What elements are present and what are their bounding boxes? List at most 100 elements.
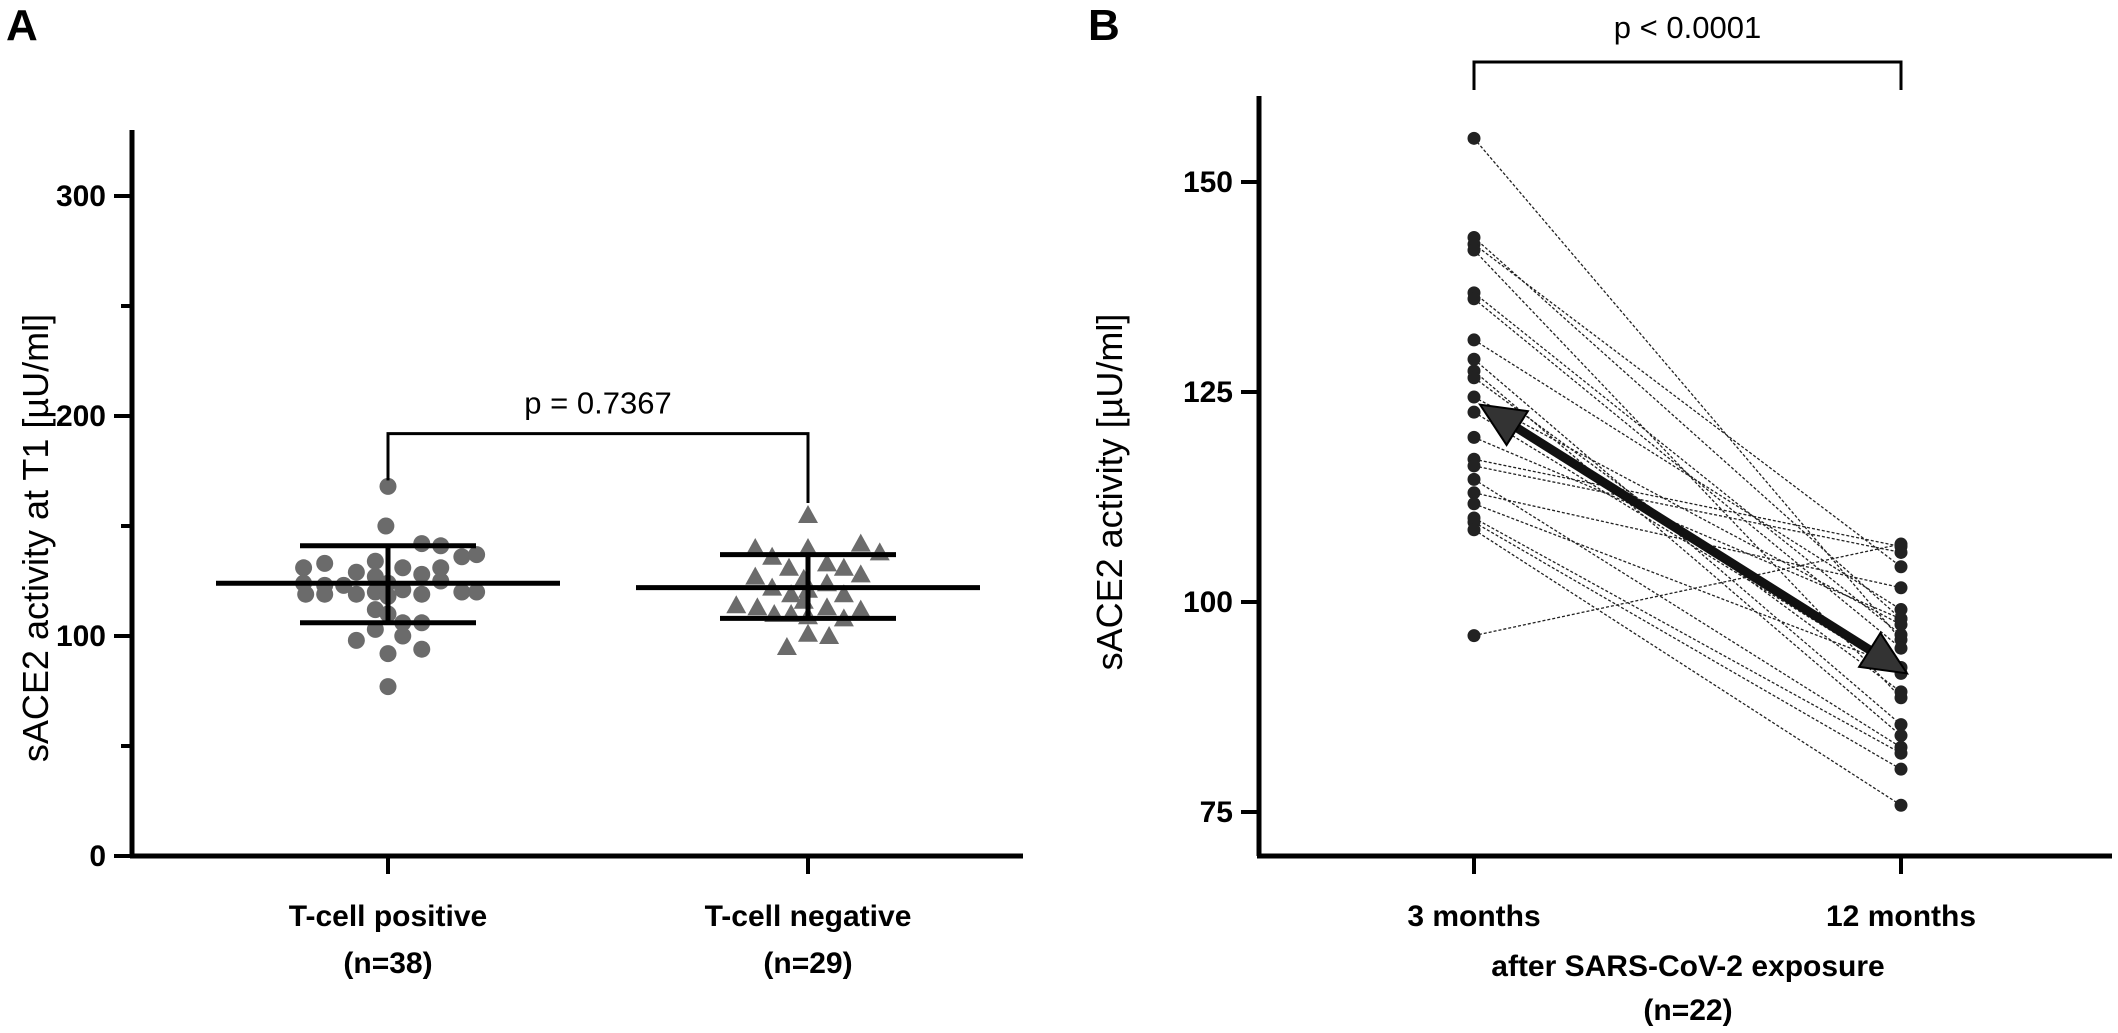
y-tick-label: 300 [56, 180, 106, 213]
pair-line [1473, 137, 1902, 641]
panel-a-axes: 0 100 200 300 T-cell positive (n=38) T-cell ne… [56, 130, 1023, 980]
significance-label: p < 0.0001 [1614, 10, 1761, 45]
x-category-label: T-cell negative [705, 900, 912, 933]
y-tick-label: 0 [89, 840, 106, 873]
data-point-12-months [1894, 746, 1908, 760]
y-tick-label: 150 [1183, 166, 1233, 199]
trend-arrow-head-end [1857, 631, 1910, 675]
data-point-3-months [1467, 243, 1481, 257]
data-point-circle [347, 631, 365, 649]
pair-line [1473, 370, 1902, 737]
y-tick-label: 200 [56, 400, 106, 433]
pair-line [1473, 436, 1902, 620]
panel-b: B 75 100 125 150 3 months 12 months p < 0.000… [1088, 1, 2112, 1027]
panel-b-data: p < 0.0001 [1467, 10, 1910, 812]
data-point-triangle [745, 538, 766, 556]
data-point-triangle [798, 505, 818, 523]
data-point-circle [316, 554, 334, 572]
data-point-12-months [1894, 729, 1908, 743]
data-point-3-months [1467, 472, 1481, 486]
data-point-triangle [850, 564, 871, 583]
panel-letter-b: B [1088, 1, 1120, 50]
significance-bracket [386, 432, 810, 503]
data-point-triangle [850, 533, 871, 552]
panel-a: A 0 100 200 300 T-cell positive (n=38) T-cell … [6, 1, 1023, 980]
pair-line [1473, 543, 1902, 637]
pair-line [1473, 492, 1902, 589]
pair-line [1473, 503, 1902, 669]
y-tick-label: 125 [1183, 376, 1233, 409]
panel-a-data: p = 0.7367 [216, 386, 980, 696]
pair-line [1473, 358, 1902, 726]
data-point-triangle [781, 584, 802, 603]
data-point-12-months [1894, 685, 1908, 699]
data-point-circle [347, 585, 365, 603]
data-point-circle [379, 678, 397, 696]
data-point-triangle [747, 597, 768, 616]
pair-line [1473, 396, 1902, 626]
data-point-circle [453, 583, 471, 601]
data-point-3-months [1467, 333, 1481, 347]
data-point-circle [394, 627, 412, 645]
data-point-12-months [1894, 581, 1908, 595]
data-point-3-months [1467, 523, 1481, 537]
data-point-circle [379, 645, 397, 663]
data-point-circle [432, 559, 450, 577]
data-point-triangle [793, 568, 814, 587]
data-point-3-months [1467, 405, 1481, 419]
x-category-n: (n=29) [763, 947, 852, 980]
x-category-label: T-cell positive [289, 900, 487, 933]
data-point-circle [379, 477, 397, 495]
panel-a-y-axis-title: sACE2 activity at T1 [µU/ml] [15, 314, 56, 762]
data-point-circle [295, 559, 313, 577]
panel-b-axes: 75 100 125 150 3 months 12 months [1183, 96, 2112, 933]
data-point-circle [377, 517, 395, 535]
pair-line [1473, 298, 1902, 649]
y-tick-label: 100 [1183, 586, 1233, 619]
y-tick-label: 100 [56, 620, 106, 653]
data-point-circle [413, 565, 431, 583]
significance-bracket [1472, 60, 1903, 90]
data-point-triangle [745, 566, 766, 585]
panel-letter-a: A [6, 1, 38, 50]
y-tick-label: 75 [1200, 796, 1233, 829]
data-point-12-months [1894, 762, 1908, 776]
trend-arrow-shaft [1507, 419, 1880, 659]
pair-line [1473, 529, 1902, 806]
data-point-3-months [1467, 629, 1481, 643]
pair-line [1473, 521, 1902, 770]
x-category-n: (n=38) [343, 947, 432, 980]
data-point-triangle [798, 538, 818, 556]
data-point-triangle [850, 599, 871, 618]
data-point-triangle [869, 542, 890, 561]
data-point-12-months [1894, 612, 1908, 626]
x-category-label: 12 months [1826, 900, 1976, 933]
pair-line [1473, 243, 1902, 568]
data-point-3-months [1467, 390, 1481, 404]
pair-line [1473, 292, 1902, 636]
data-point-circle [316, 585, 334, 603]
data-point-circle [347, 563, 365, 581]
x-category-label: 3 months [1407, 900, 1540, 933]
data-point-circle [297, 585, 315, 603]
data-point-circle [413, 640, 431, 658]
data-point-triangle [833, 557, 854, 576]
data-point-circle [366, 552, 384, 570]
pair-line [1473, 517, 1902, 754]
data-point-3-months [1467, 292, 1481, 306]
data-point-3-months [1467, 352, 1481, 366]
significance-label: p = 0.7367 [524, 386, 671, 421]
data-point-circle [413, 585, 431, 603]
pair-line [1473, 465, 1902, 554]
data-point-triangle [798, 623, 818, 642]
data-point-3-months [1467, 497, 1481, 511]
data-point-triangle [776, 637, 797, 655]
data-point-12-months [1894, 560, 1908, 574]
pair-line [1473, 236, 1902, 620]
pair-line [1473, 339, 1902, 611]
data-point-circle [453, 548, 471, 566]
data-point-3-months [1467, 459, 1481, 473]
data-point-12-months [1894, 603, 1908, 617]
data-point-triangle [819, 626, 840, 644]
data-point-circle [394, 559, 412, 577]
